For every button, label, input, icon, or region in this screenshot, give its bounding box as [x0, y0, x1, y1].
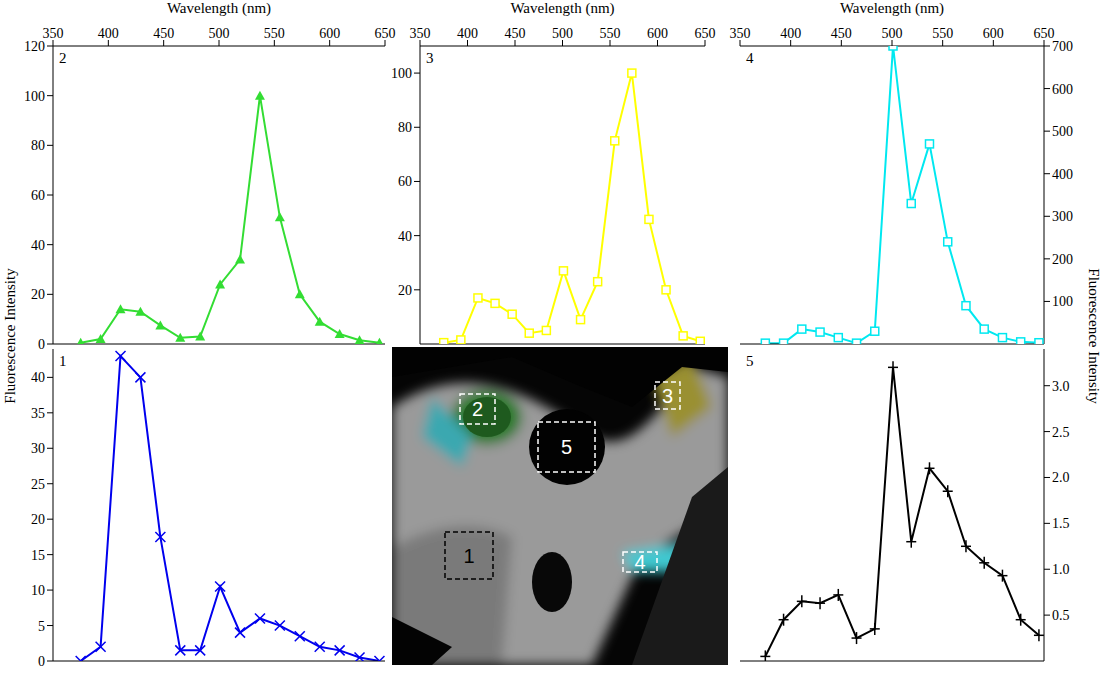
svg-text:500: 500	[1052, 124, 1073, 139]
svg-text:20: 20	[31, 287, 45, 302]
svg-text:350: 350	[730, 26, 751, 41]
svg-text:80: 80	[398, 120, 412, 135]
svg-text:0.5: 0.5	[1052, 608, 1070, 623]
svg-text:0: 0	[38, 337, 45, 352]
svg-text:2.0: 2.0	[1052, 470, 1070, 485]
svg-text:650: 650	[695, 26, 716, 41]
svg-text:400: 400	[1052, 167, 1073, 182]
svg-text:350: 350	[410, 26, 431, 41]
svg-text:80: 80	[31, 138, 45, 153]
svg-text:500: 500	[209, 26, 230, 41]
svg-text:600: 600	[1052, 82, 1073, 97]
svg-text:600: 600	[647, 26, 668, 41]
svg-text:400: 400	[457, 26, 478, 41]
svg-text:600: 600	[983, 26, 1004, 41]
svg-text:3: 3	[662, 385, 673, 407]
svg-text:450: 450	[505, 26, 526, 41]
svg-text:2: 2	[472, 398, 483, 420]
svg-text:0: 0	[38, 654, 45, 669]
svg-text:550: 550	[600, 26, 621, 41]
svg-text:20: 20	[31, 512, 45, 527]
svg-text:60: 60	[31, 188, 45, 203]
svg-text:10: 10	[31, 583, 45, 598]
svg-text:200: 200	[1052, 252, 1073, 267]
svg-text:550: 550	[264, 26, 285, 41]
html-text:5: 5	[746, 353, 754, 369]
svg-text:40: 40	[31, 370, 45, 385]
html-text:1: 1	[59, 353, 67, 369]
svg-text:450: 450	[153, 26, 174, 41]
svg-text:30: 30	[31, 441, 45, 456]
html-text:4: 4	[746, 50, 754, 66]
svg-text:700: 700	[1052, 39, 1073, 54]
svg-text:450: 450	[831, 26, 852, 41]
svg-text:1: 1	[463, 545, 474, 567]
html-text:Fluorescence Intensity: Fluorescence Intensity	[2, 268, 18, 404]
svg-text:20: 20	[398, 283, 412, 298]
svg-text:300: 300	[1052, 209, 1073, 224]
svg-text:400: 400	[98, 26, 119, 41]
svg-text:Wavelength (nm): Wavelength (nm)	[510, 0, 614, 17]
svg-text:40: 40	[398, 229, 412, 244]
svg-text:600: 600	[319, 26, 340, 41]
svg-text:350: 350	[43, 26, 64, 41]
svg-text:100: 100	[1052, 294, 1073, 309]
svg-text:400: 400	[780, 26, 801, 41]
svg-text:40: 40	[31, 238, 45, 253]
svg-text:120: 120	[24, 39, 45, 54]
svg-text:15: 15	[31, 548, 45, 563]
svg-text:3.0: 3.0	[1052, 379, 1070, 394]
svg-text:5: 5	[561, 436, 572, 458]
svg-text:60: 60	[398, 174, 412, 189]
html-text:2: 2	[59, 50, 67, 66]
svg-text:5: 5	[38, 619, 45, 634]
svg-text:500: 500	[552, 26, 573, 41]
svg-text:1.5: 1.5	[1052, 516, 1070, 531]
svg-text:25: 25	[31, 477, 45, 492]
html-text:3: 3	[426, 50, 434, 66]
svg-text:100: 100	[391, 66, 412, 81]
svg-text:500: 500	[882, 26, 903, 41]
svg-text:1.0: 1.0	[1052, 562, 1070, 577]
svg-text:100: 100	[24, 89, 45, 104]
svg-text:550: 550	[932, 26, 953, 41]
svg-text:2.5: 2.5	[1052, 425, 1070, 440]
html-text:Fluorescence Intensity: Fluorescence Intensity	[1086, 268, 1102, 404]
svg-text:Wavelength (nm): Wavelength (nm)	[840, 0, 944, 17]
svg-text:Wavelength (nm): Wavelength (nm)	[167, 0, 271, 17]
svg-text:650: 650	[375, 26, 396, 41]
svg-text:4: 4	[634, 551, 645, 573]
svg-text:650: 650	[1033, 26, 1055, 41]
svg-text:35: 35	[31, 406, 45, 421]
